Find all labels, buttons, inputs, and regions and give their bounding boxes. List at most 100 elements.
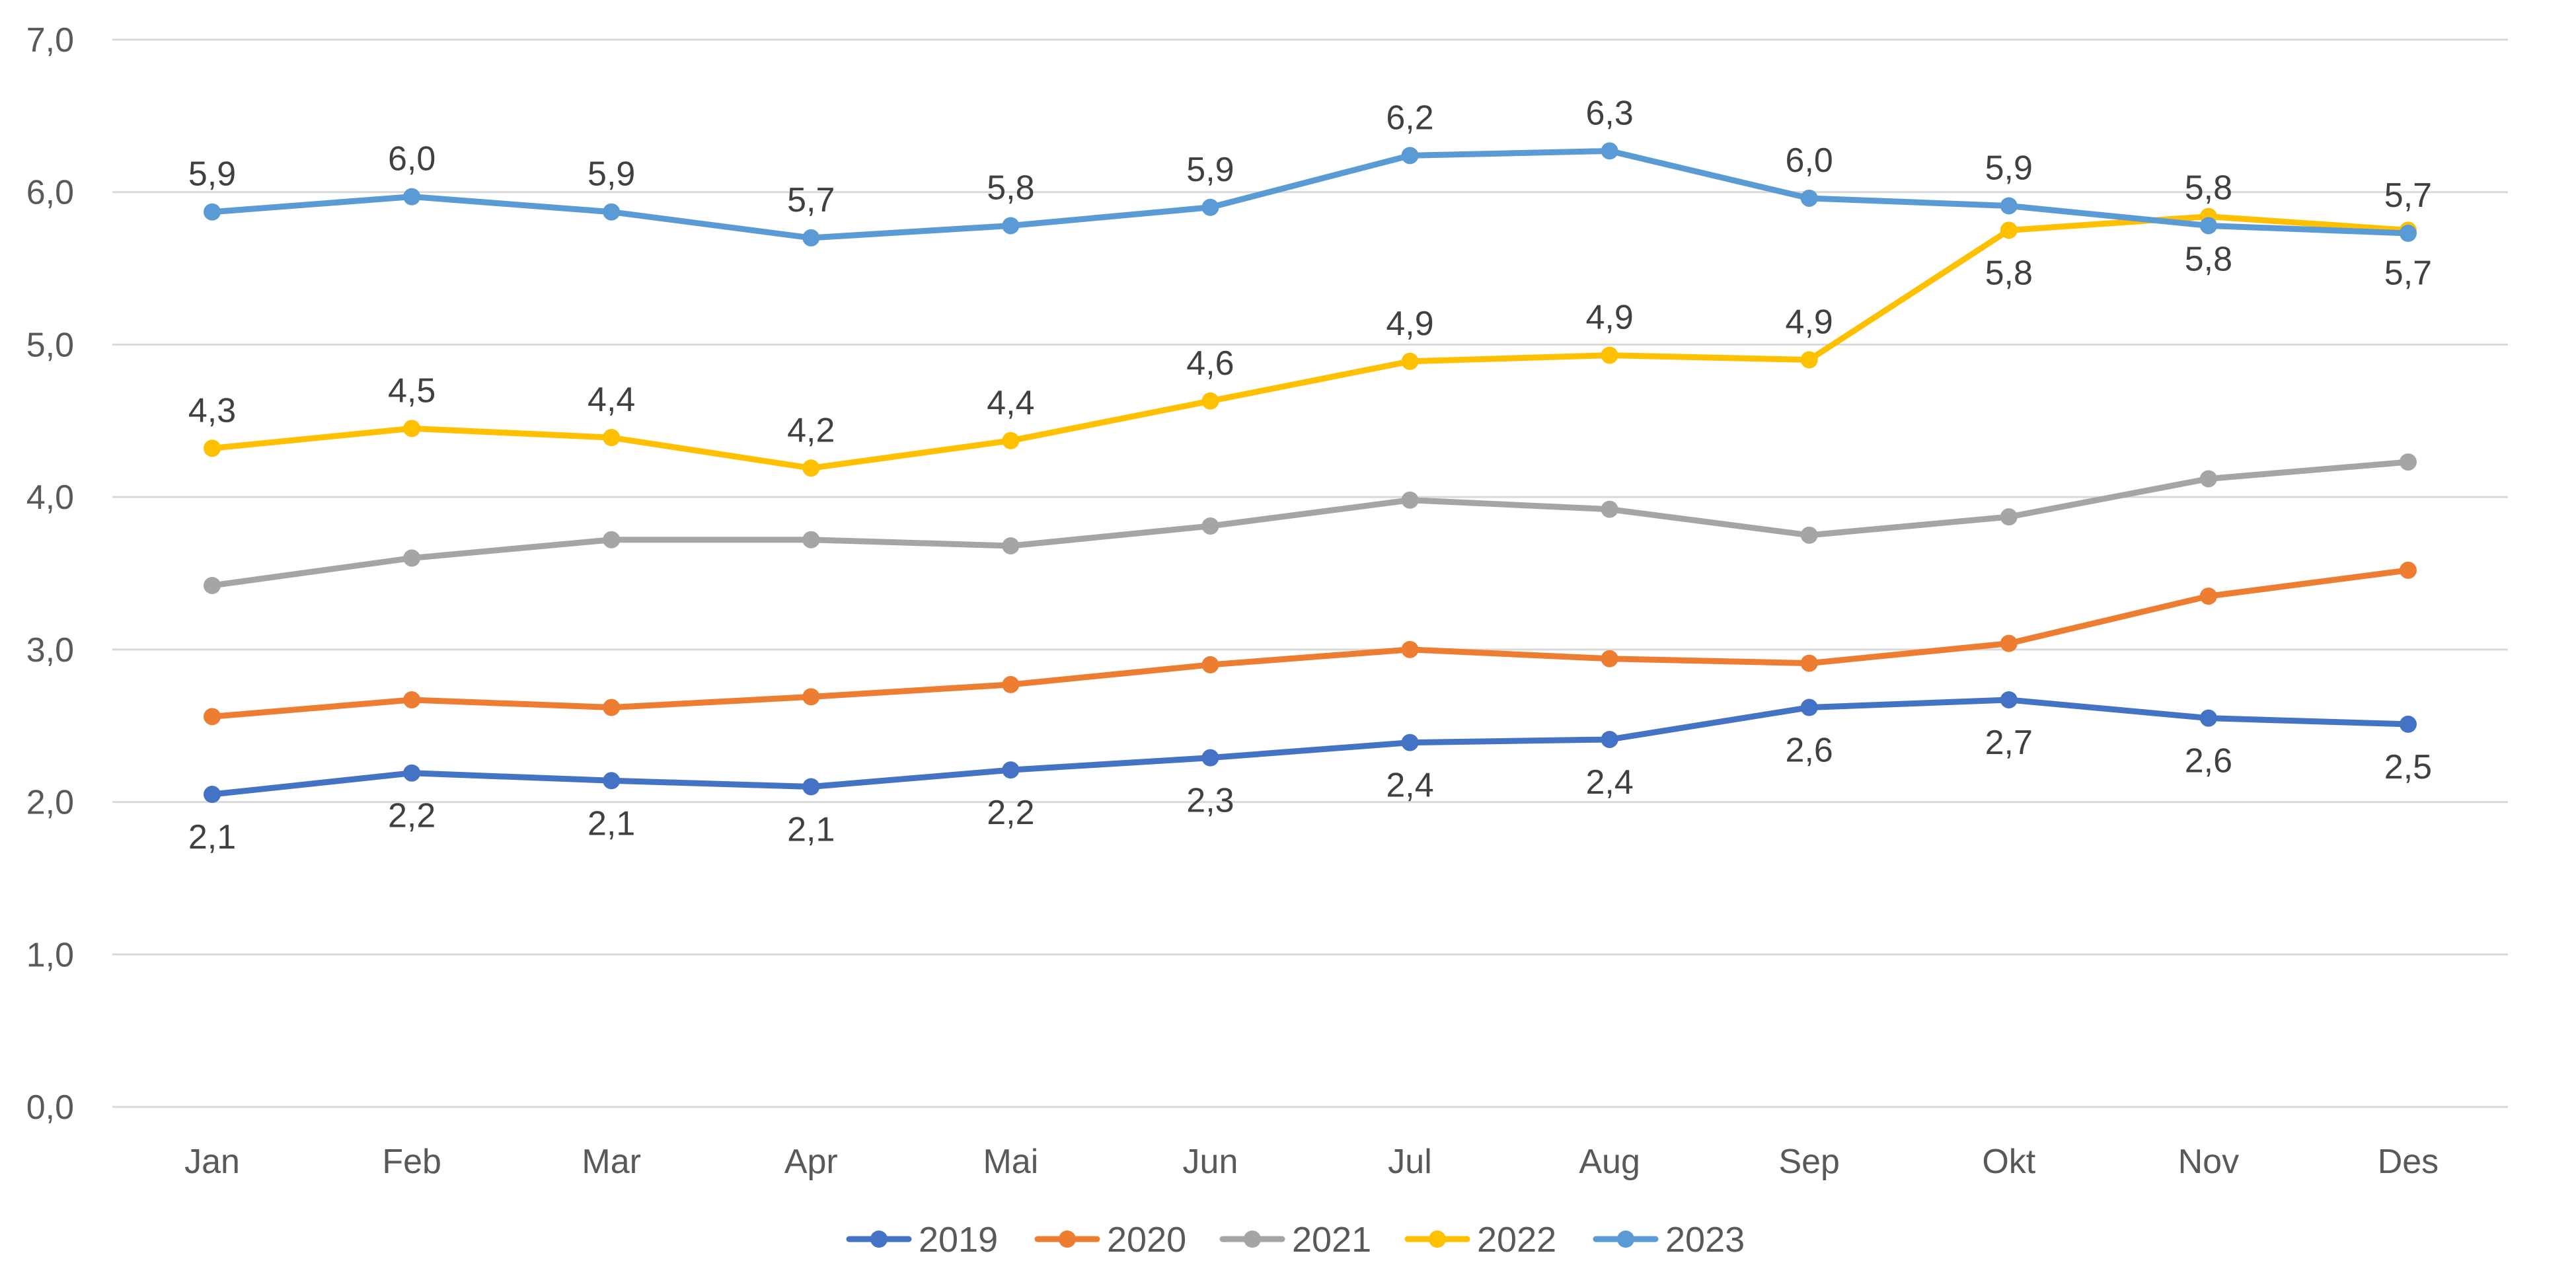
data-label: 4,9 <box>1786 303 1833 342</box>
data-label: 2,2 <box>388 797 436 835</box>
x-axis-tick-labels: Jan Feb Mar Apr Mai Jun Jul Aug Sep Okt Nov Des <box>184 1143 2439 1181</box>
data-label: 6,0 <box>1786 141 1833 180</box>
data-label: 2,4 <box>1585 763 1633 802</box>
legend-item-2019: 2019 <box>846 1220 998 1260</box>
data-label: 5,7 <box>787 181 835 219</box>
data-point <box>1201 198 1219 216</box>
data-label: 6,3 <box>1585 94 1633 132</box>
data-label: 6,0 <box>388 140 436 178</box>
legend-swatch-marker <box>1244 1231 1261 1248</box>
data-point <box>1401 147 1419 165</box>
data-point <box>2399 561 2417 579</box>
data-point <box>2399 715 2417 733</box>
data-label: 4,4 <box>587 381 635 419</box>
x-tick-label: Jun <box>1183 1143 1238 1181</box>
data-point <box>2399 453 2417 471</box>
data-point <box>2199 587 2217 605</box>
data-label: 5,9 <box>587 155 635 194</box>
series-2022 <box>204 208 2417 477</box>
data-point <box>2000 197 2018 215</box>
data-point <box>1800 189 1818 207</box>
x-tick-label: Jul <box>1388 1143 1431 1181</box>
data-point <box>204 708 221 726</box>
series-line-2019 <box>209 697 2411 798</box>
legend: 2019 2020 2021 2022 2023 <box>846 1220 1745 1260</box>
y-tick-label: 5,0 <box>26 326 74 364</box>
data-point <box>1601 730 1618 748</box>
legend-label: 2021 <box>1292 1220 1371 1260</box>
legend-item-2020: 2020 <box>1034 1220 1186 1260</box>
x-tick-label: Mar <box>582 1143 641 1181</box>
y-tick-label: 1,0 <box>26 936 74 974</box>
x-tick-label: Feb <box>382 1143 441 1181</box>
data-point <box>802 459 820 477</box>
data-label: 2,7 <box>1985 724 2033 762</box>
data-point <box>802 229 820 246</box>
legend-label: 2019 <box>919 1220 998 1260</box>
legend-swatch-marker <box>870 1231 888 1248</box>
data-label: 2,4 <box>1386 767 1433 805</box>
series-2019 <box>204 691 2417 804</box>
data-label: 5,8 <box>2185 169 2232 207</box>
data-point <box>204 439 221 457</box>
y-tick-label: 4,0 <box>26 478 74 517</box>
data-labels: 2,1 2,2 2,1 2,1 2,2 2,3 2,4 2,4 2,6 2,7 2,6 2,5 4,3 4… <box>188 94 2432 856</box>
data-point <box>2199 470 2217 488</box>
data-point <box>1002 675 1020 693</box>
y-tick-label: 2,0 <box>26 784 74 822</box>
data-label: 5,9 <box>1186 151 1234 189</box>
legend-swatch-marker <box>1429 1231 1446 1248</box>
data-label: 4,4 <box>987 384 1034 422</box>
data-point <box>1401 352 1419 370</box>
data-point <box>403 691 421 708</box>
data-point <box>603 531 621 549</box>
data-label: 5,7 <box>2384 176 2432 215</box>
legend-label: 2023 <box>1665 1220 1745 1260</box>
data-point <box>1601 142 1618 160</box>
data-point <box>1800 351 1818 369</box>
series-lines <box>204 142 2417 804</box>
data-point <box>1201 656 1219 673</box>
y-tick-label: 0,0 <box>26 1088 74 1127</box>
y-tick-label: 7,0 <box>26 21 74 59</box>
data-label: 2,1 <box>587 804 635 843</box>
data-point <box>603 699 621 716</box>
legend-swatch-marker <box>1617 1231 1634 1248</box>
x-tick-label: Sep <box>1778 1143 1840 1181</box>
data-point <box>2000 221 2018 239</box>
x-tick-label: Okt <box>1982 1143 2035 1181</box>
data-point <box>2199 217 2217 235</box>
y-axis-tick-labels: 0,0 1,0 2,0 3,0 4,0 5,0 6,0 7,0 <box>26 21 74 1127</box>
x-tick-label: Jan <box>184 1143 240 1181</box>
data-point <box>2000 691 2018 708</box>
legend-item-2021: 2021 <box>1219 1220 1371 1260</box>
data-label: 2,6 <box>2185 742 2232 780</box>
data-point <box>1601 500 1618 518</box>
data-point <box>1601 346 1618 364</box>
x-tick-label: Des <box>2378 1143 2439 1181</box>
data-point <box>2199 709 2217 727</box>
data-label: 2,2 <box>987 794 1034 832</box>
data-point <box>204 786 221 804</box>
legend-swatch-marker <box>1059 1231 1076 1248</box>
data-label: 5,7 <box>2384 254 2432 292</box>
series-2021 <box>204 453 2417 594</box>
legend-item-2022: 2022 <box>1404 1220 1556 1260</box>
data-point <box>802 778 820 796</box>
data-label: 4,6 <box>1186 344 1234 383</box>
data-point <box>1002 217 1020 235</box>
gridlines <box>112 38 2508 1108</box>
data-point <box>204 576 221 594</box>
data-point <box>1002 537 1020 554</box>
data-point <box>204 203 221 221</box>
data-label: 2,6 <box>1786 732 1833 770</box>
data-label: 4,9 <box>1386 305 1433 343</box>
data-point <box>1201 392 1219 410</box>
y-tick-label: 3,0 <box>26 631 74 669</box>
data-point <box>2399 225 2417 243</box>
data-label: 2,5 <box>2384 748 2432 786</box>
data-point <box>403 764 421 782</box>
x-tick-label: Nov <box>2178 1143 2239 1181</box>
series-2023 <box>204 142 2417 246</box>
data-label: 5,9 <box>1985 149 2033 187</box>
